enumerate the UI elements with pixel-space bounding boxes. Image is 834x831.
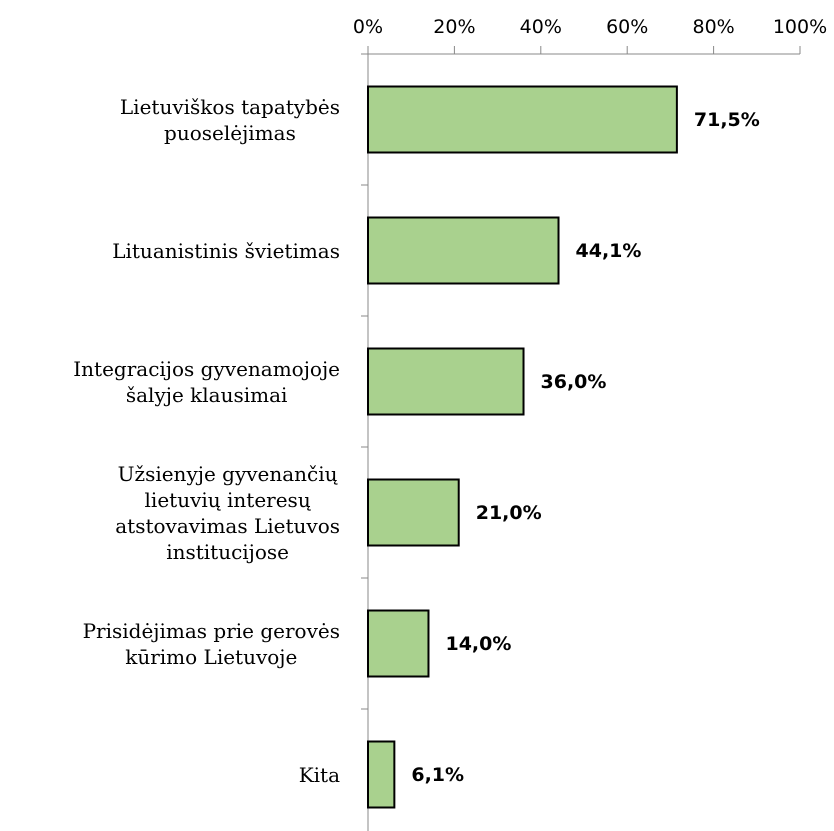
x-tick-label: 0% — [352, 16, 384, 38]
x-tick-label: 60% — [606, 16, 649, 38]
value-label: 36,0% — [540, 370, 607, 393]
bar — [367, 478, 460, 547]
category-label: Prisidėjimas prie gerovės kūrimo Lietuvo… — [82, 618, 340, 669]
value-label: 71,5% — [693, 108, 760, 131]
bar — [367, 85, 678, 154]
category-label: Lietuviškos tapatybės puoselėjimas — [119, 94, 340, 145]
x-tick-label: 100% — [772, 16, 828, 38]
bar — [367, 609, 430, 678]
value-label: 14,0% — [445, 632, 512, 655]
category-label: Lituanistinis švietimas — [112, 238, 340, 263]
x-tick-label: 20% — [433, 16, 476, 38]
bar — [367, 347, 525, 416]
x-tick-label: 40% — [519, 16, 562, 38]
value-label: 6,1% — [411, 763, 465, 786]
category-label: Kita — [298, 762, 340, 787]
value-label: 44,1% — [575, 239, 642, 262]
category-label: Integracijos gyvenamojoje šalyje klausim… — [73, 356, 340, 407]
x-tick-label: 80% — [692, 16, 735, 38]
bar — [367, 216, 560, 285]
category-label: Užsienyje gyvenančių lietuvių interesų a… — [115, 461, 340, 564]
bar — [367, 740, 396, 809]
value-label: 21,0% — [475, 501, 542, 524]
